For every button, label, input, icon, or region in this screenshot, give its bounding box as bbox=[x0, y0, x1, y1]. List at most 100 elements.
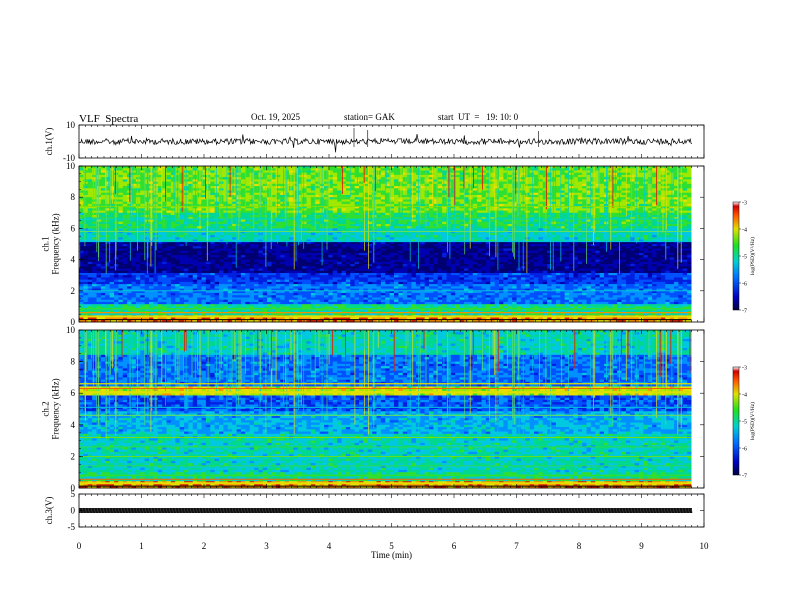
ch3-trace-texture bbox=[354, 507, 357, 514]
ch3-trace-texture bbox=[633, 507, 636, 514]
ch3-trace-texture bbox=[165, 507, 168, 514]
ch3-trace-texture bbox=[336, 507, 339, 514]
ch3-trace-texture bbox=[666, 507, 669, 514]
ch3-trace-texture bbox=[144, 507, 147, 514]
ch3-trace-texture bbox=[441, 507, 444, 514]
ch3-trace-texture bbox=[687, 507, 690, 514]
ch3-trace-texture bbox=[645, 507, 648, 514]
ch3-waveform-ytick-label: -5 bbox=[68, 522, 76, 532]
ch2-colorbar-tick-label: -3 bbox=[742, 366, 747, 372]
ch3-trace-texture bbox=[351, 507, 354, 514]
ch3-trace-texture bbox=[621, 507, 624, 514]
ch3-trace-texture bbox=[624, 507, 627, 514]
ch3-trace-texture bbox=[270, 507, 273, 514]
chart-title: VLF Spectra bbox=[79, 113, 138, 125]
ch3-trace-texture bbox=[294, 507, 297, 514]
ch3-trace-texture bbox=[141, 507, 144, 514]
ch3-trace-texture bbox=[156, 507, 159, 514]
ch3-trace-texture bbox=[444, 507, 447, 514]
ch2-spectrogram-sferics bbox=[79, 330, 691, 440]
ch1-waveform-ylabel: ch.1(V) bbox=[44, 128, 54, 156]
ch3-trace-texture bbox=[168, 507, 171, 514]
ch3-trace-texture bbox=[651, 507, 654, 514]
ch3-trace-texture bbox=[126, 507, 129, 514]
ch1-spectrogram-ytick-label: 6 bbox=[71, 223, 76, 233]
ch3-trace-texture bbox=[393, 507, 396, 514]
ch3-waveform-ylabel: ch.3(V) bbox=[44, 497, 54, 525]
ch3-trace-texture bbox=[243, 507, 246, 514]
ch3-trace-texture bbox=[657, 507, 660, 514]
ch3-trace-texture bbox=[582, 507, 585, 514]
ch3-trace-texture bbox=[162, 507, 165, 514]
ch3-trace-texture bbox=[348, 507, 351, 514]
ch3-trace-texture bbox=[345, 507, 348, 514]
ch3-trace-texture bbox=[369, 507, 372, 514]
ch3-trace-texture bbox=[333, 507, 336, 514]
ch3-trace-texture bbox=[399, 507, 402, 514]
x-tick-label: 5 bbox=[389, 541, 394, 551]
ch2-spectrogram-ytick-label: 2 bbox=[71, 451, 76, 461]
ch3-trace-texture bbox=[525, 507, 528, 514]
ch3-trace-texture bbox=[672, 507, 675, 514]
x-tick-label: 4 bbox=[327, 541, 332, 551]
ch3-trace-texture bbox=[312, 507, 315, 514]
ch3-trace-texture bbox=[318, 507, 321, 514]
ch3-trace-texture bbox=[474, 507, 477, 514]
ch3-trace-texture bbox=[315, 507, 318, 514]
ch3-trace-texture bbox=[495, 507, 498, 514]
ch3-trace-texture bbox=[159, 507, 162, 514]
ch3-trace-texture bbox=[186, 507, 189, 514]
ch3-trace-texture bbox=[438, 507, 441, 514]
ch3-trace-texture bbox=[603, 507, 606, 514]
ch1-waveform-ytick-label: 10 bbox=[66, 120, 76, 130]
ch3-trace-texture bbox=[513, 507, 516, 514]
ch3-trace-texture bbox=[87, 507, 90, 514]
ch3-trace-texture bbox=[282, 507, 285, 514]
ch3-trace-texture bbox=[252, 507, 255, 514]
ch2-spectrogram-ytick-label: 4 bbox=[71, 420, 76, 430]
ch3-trace-texture bbox=[522, 507, 525, 514]
ch3-trace-texture bbox=[429, 507, 432, 514]
ch3-waveform-ytick-label: 0 bbox=[71, 506, 76, 516]
ch1-colorbar-tick-label: -4 bbox=[742, 228, 747, 234]
ch3-trace-texture bbox=[228, 507, 231, 514]
ch3-trace-texture bbox=[612, 507, 615, 514]
ch3-trace-texture bbox=[225, 507, 228, 514]
ch3-trace-texture bbox=[420, 507, 423, 514]
ch3-trace-texture bbox=[432, 507, 435, 514]
ch3-trace-texture bbox=[453, 507, 456, 514]
x-tick-label: 7 bbox=[514, 541, 519, 551]
ch3-trace-texture bbox=[498, 507, 501, 514]
ch2-colorbar-label: log(PSD)(V²/Hz) bbox=[749, 402, 756, 440]
ch3-trace-texture bbox=[528, 507, 531, 514]
ch3-trace-texture bbox=[255, 507, 258, 514]
ch3-trace-texture bbox=[378, 507, 381, 514]
ch3-trace-texture bbox=[543, 507, 546, 514]
ch3-trace-texture bbox=[105, 507, 108, 514]
ch3-waveform-ytick-label: 5 bbox=[71, 489, 76, 499]
ch3-trace-texture bbox=[456, 507, 459, 514]
ch3-trace-texture bbox=[663, 507, 666, 514]
ch3-trace-texture bbox=[591, 507, 594, 514]
ch3-trace-texture bbox=[279, 507, 282, 514]
ch3-trace-texture bbox=[402, 507, 405, 514]
ch3-trace-texture bbox=[600, 507, 603, 514]
ch3-trace-texture bbox=[93, 507, 96, 514]
ch2-spectrogram-ytick-label: 0 bbox=[71, 483, 76, 493]
ch3-trace-texture bbox=[660, 507, 663, 514]
ch3-trace-texture bbox=[408, 507, 411, 514]
ch1-spectrogram-ytick-label: 4 bbox=[71, 255, 76, 265]
ch3-trace-texture bbox=[540, 507, 543, 514]
ch3-trace-texture bbox=[609, 507, 612, 514]
ch1-colorbar-tick-label: -7 bbox=[742, 309, 747, 315]
x-tick-label: 6 bbox=[452, 541, 457, 551]
ch3-trace-texture bbox=[561, 507, 564, 514]
ch2-colorbar bbox=[732, 366, 740, 476]
ch2-colorbar-tick-label: -5 bbox=[742, 420, 747, 426]
ch2-spectrogram-ytick-label: 8 bbox=[71, 357, 76, 367]
ch3-trace-texture bbox=[261, 507, 264, 514]
ch3-trace-texture bbox=[642, 507, 645, 514]
ch3-trace-texture bbox=[171, 507, 174, 514]
ch3-trace-texture bbox=[213, 507, 216, 514]
ch3-trace-texture bbox=[357, 507, 360, 514]
